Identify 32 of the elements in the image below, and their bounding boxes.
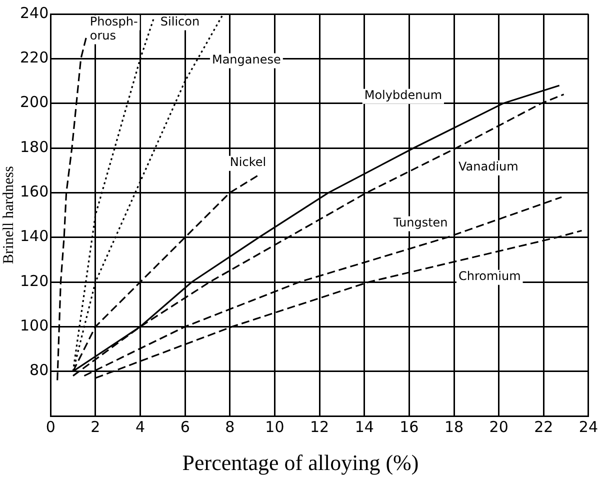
y-tick-label: 80 (30, 361, 49, 380)
x-tick-label: 8 (225, 418, 235, 436)
y-tick-label: 180 (20, 138, 49, 156)
series-label: Vanadium (458, 160, 518, 174)
y-tick-label: 140 (20, 227, 49, 246)
series-label: Manganese (212, 52, 281, 66)
x-tick-label: 14 (354, 418, 374, 436)
x-axis-title: Percentage of alloying (%) (181, 450, 420, 476)
series-label: Silicon (160, 14, 200, 28)
series-label: Tungsten (392, 215, 448, 230)
x-tick-label: 24 (578, 418, 598, 436)
x-tick-label: 20 (489, 418, 508, 436)
text: Molybdenum (364, 88, 442, 102)
x-tick-label: 10 (265, 418, 284, 436)
x-tick-label: 16 (400, 418, 419, 436)
y-tick-label: 100 (20, 316, 49, 335)
x-tick-label: 12 (310, 418, 330, 436)
y-tick-label: 120 (20, 272, 49, 290)
series-label: Phosph- orus (90, 14, 138, 42)
x-tick-label: 2 (90, 418, 100, 436)
x-tick-label: 18 (444, 418, 464, 436)
x-tick-label: 0 (46, 418, 56, 436)
series-label: Nickel (230, 155, 266, 170)
x-tick-label: 22 (534, 418, 554, 436)
x-tick-label: 4 (135, 418, 146, 436)
series-label: Chromium (458, 268, 521, 283)
y-tick-label: 200 (20, 93, 49, 112)
y-tick-label: 160 (20, 182, 49, 201)
x-tick-label: 6 (180, 418, 190, 436)
y-tick-label: 240 (20, 4, 49, 22)
y-axis-title: Brinell hardness (0, 166, 17, 264)
y-tick-label: 220 (20, 48, 49, 67)
